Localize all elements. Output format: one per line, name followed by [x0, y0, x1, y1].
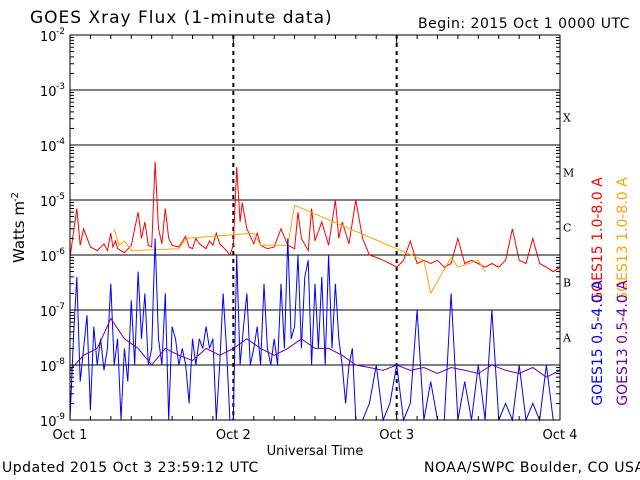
legend-entry: GOES15 1.0-8.0 A: [590, 177, 606, 303]
y-tick-label-base: 10: [40, 360, 57, 375]
flare-class-C: C: [563, 222, 571, 235]
y-axis-label-text: Watts m: [10, 201, 28, 263]
x-tick-label: Oct 1: [53, 428, 88, 443]
flare-class-A: A: [562, 332, 572, 345]
x-tick-label: Oct 2: [216, 428, 251, 443]
y-tick-label-exponent: -2: [56, 27, 65, 37]
x-tick-label: Oct 3: [379, 428, 414, 443]
series-line-goes15-0-5-4-0-a: [69, 238, 560, 422]
y-tick-label-exponent: -4: [56, 137, 65, 147]
x-axis-label: Universal Time: [267, 444, 364, 459]
credit-text: NOAA/SWPC Boulder, CO USA: [424, 460, 640, 476]
flare-class-M: M: [563, 167, 574, 180]
y-tick-label-base: 10: [40, 30, 57, 45]
series-line-goes13-0-5-4-0-a: [69, 317, 561, 378]
chart-title: GOES Xray Flux (1-minute data): [30, 8, 333, 28]
y-tick-label-exponent: -9: [56, 412, 65, 422]
y-axis: 10-910-810-710-610-510-410-310-2: [40, 27, 560, 430]
legend-entry: GOES13 0.5-4.0 A: [615, 280, 631, 406]
updated-time: Updated 2015 Oct 3 23:59:12 UTC: [2, 460, 259, 476]
begin-time: Begin: 2015 Oct 1 0000 UTC: [418, 16, 630, 32]
y-axis-label-superscript: -2: [10, 192, 21, 202]
x-axis: Oct 1 Oct 2 Oct 3 Oct 4: [53, 35, 578, 443]
flare-class-labels: A B C M X: [562, 112, 574, 345]
flare-class-X: X: [563, 112, 571, 125]
y-tick-label-exponent: -6: [56, 247, 65, 257]
legend-entry: GOES13 1.0-8.0 A: [615, 177, 631, 303]
series-line-goes13-1-0-8-0-a: [113, 204, 486, 295]
flare-class-B: B: [563, 277, 571, 290]
y-tick-label-base: 10: [40, 140, 57, 155]
legend: GOES15 1.0-8.0 A GOES13 1.0-8.0 A GOES15 0…: [590, 177, 631, 406]
x-tick-label: Oct 4: [543, 428, 578, 443]
y-tick-label-base: 10: [40, 305, 57, 320]
y-tick-label-base: 10: [40, 415, 57, 430]
series-line-goes15-1-0-8-0-a: [69, 161, 561, 273]
y-axis-label: Watts m -2: [10, 192, 28, 263]
y-tick-label-exponent: -7: [56, 302, 65, 312]
legend-entry: GOES15 0.5-4.0 A: [590, 280, 606, 406]
chart-grid: [70, 35, 560, 420]
y-tick-label-base: 10: [40, 250, 57, 265]
y-tick-label-base: 10: [40, 85, 57, 100]
y-tick-label-exponent: -8: [56, 357, 65, 367]
y-tick-label-exponent: -5: [56, 192, 65, 202]
y-tick-label-base: 10: [40, 195, 57, 210]
y-tick-label-exponent: -3: [56, 82, 65, 92]
chart-series: [69, 161, 561, 422]
